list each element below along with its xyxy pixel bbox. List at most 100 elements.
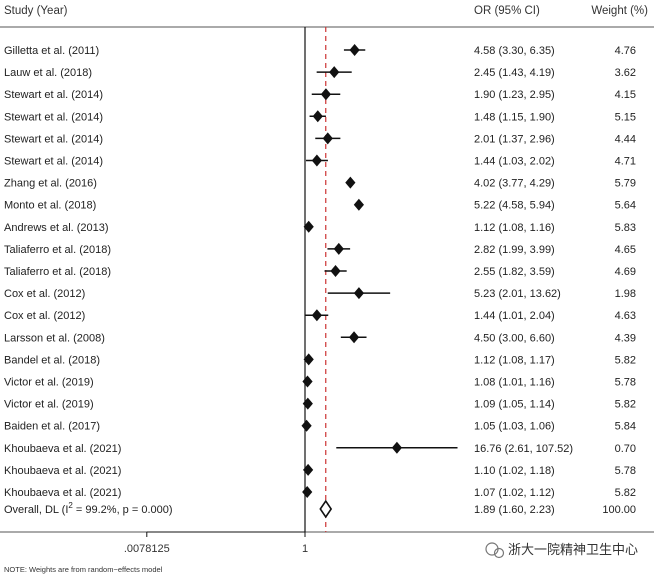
- study-row: Baiden et al. (2017) 1.05 (1.03, 1.06) 5.8…: [4, 419, 636, 433]
- point-estimate-marker: [353, 198, 364, 211]
- or-ci-value: 2.45 (1.43, 4.19): [474, 67, 555, 79]
- study-row: Stewart et al. (2014) 2.01 (1.37, 2.96) 4.…: [4, 132, 636, 145]
- wechat-icon-bubble: [493, 547, 505, 559]
- study-label: Monto et al. (2018): [4, 200, 96, 212]
- weight-value: 4.69: [615, 266, 636, 278]
- study-row: Khoubaeva et al. (2021) 1.07 (1.02, 1.12)…: [4, 486, 636, 499]
- weight-value: 5.82: [615, 487, 636, 499]
- study-label: Stewart et al. (2014): [4, 89, 103, 101]
- point-estimate-marker: [303, 353, 314, 366]
- study-row: Victor et al. (2019) 1.08 (1.01, 1.16) 5.7…: [4, 375, 636, 389]
- or-ci-value: 4.02 (3.77, 4.29): [474, 178, 555, 190]
- or-ci-value: 4.50 (3.00, 6.60): [474, 332, 555, 344]
- point-estimate-marker: [302, 486, 313, 498]
- study-label: Stewart et al. (2014): [4, 111, 103, 123]
- point-estimate-marker: [320, 88, 332, 101]
- or-ci-value: 16.76 (2.61, 107.52): [474, 443, 573, 455]
- or-ci-value: 2.82 (1.99, 3.99): [474, 244, 555, 256]
- point-estimate-marker: [349, 44, 360, 56]
- study-row: Victor et al. (2019) 1.09 (1.05, 1.14) 5.8…: [4, 397, 636, 411]
- weight-value: 4.39: [615, 332, 636, 344]
- weight-value: 4.65: [615, 244, 636, 256]
- weight-value: 5.82: [615, 354, 636, 366]
- weight-value: 4.76: [615, 45, 636, 57]
- overall-weight: 100.00: [602, 504, 636, 516]
- x-tick-label: 1: [302, 543, 308, 555]
- or-ci-value: 5.23 (2.01, 13.62): [474, 288, 561, 300]
- point-estimate-marker: [329, 66, 340, 79]
- point-estimate-marker: [302, 375, 313, 388]
- weight-value: 4.44: [615, 133, 636, 145]
- header-or-ci: OR (95% CI): [474, 5, 540, 17]
- study-row: Taliaferro et al. (2018) 2.82 (1.99, 3.99…: [4, 242, 636, 256]
- weight-value: 4.15: [615, 89, 636, 101]
- weight-value: 0.70: [615, 443, 636, 455]
- point-estimate-marker: [345, 176, 356, 189]
- weight-value: 5.15: [615, 111, 636, 123]
- weight-value: 3.62: [615, 67, 636, 79]
- x-tick-label: .0078125: [124, 543, 170, 555]
- study-label: Zhang et al. (2016): [4, 178, 97, 190]
- study-label: Stewart et al. (2014): [4, 133, 103, 145]
- or-ci-value: 1.44 (1.03, 2.02): [474, 156, 555, 168]
- or-ci-value: 4.58 (3.30, 6.35): [474, 45, 555, 57]
- study-row: Zhang et al. (2016) 4.02 (3.77, 4.29) 5.79: [4, 176, 636, 190]
- header-weight: Weight (%): [591, 5, 648, 17]
- point-estimate-marker: [322, 132, 333, 145]
- header-study: Study (Year): [4, 5, 68, 17]
- study-label: Taliaferro et al. (2018): [4, 266, 111, 278]
- study-row: Cox et al. (2012) 1.44 (1.01, 2.04) 4.63: [4, 309, 636, 322]
- or-ci-value: 1.08 (1.01, 1.16): [474, 377, 555, 389]
- study-label: Khoubaeva et al. (2021): [4, 443, 121, 455]
- point-estimate-marker: [330, 265, 341, 277]
- or-ci-value: 1.07 (1.02, 1.12): [474, 487, 555, 499]
- study-rows: Gilletta et al. (2011) 4.58 (3.30, 6.35) 4…: [4, 44, 636, 499]
- study-label: Larsson et al. (2008): [4, 332, 105, 344]
- weight-value: 5.83: [615, 222, 636, 234]
- weight-value: 4.63: [615, 310, 636, 322]
- or-ci-value: 1.44 (1.01, 2.04): [474, 310, 555, 322]
- weight-value: 5.84: [615, 421, 636, 433]
- weight-value: 1.98: [615, 288, 636, 300]
- weight-value: 5.78: [615, 465, 636, 477]
- model-note: NOTE: Weights are from random−effects mo…: [4, 565, 163, 574]
- study-label: Cox et al. (2012): [4, 310, 85, 322]
- study-row: Larsson et al. (2008) 4.50 (3.00, 6.60) 4.…: [4, 331, 636, 344]
- study-row: Cox et al. (2012) 5.23 (2.01, 13.62) 1.98: [4, 287, 636, 300]
- study-label: Gilletta et al. (2011): [4, 45, 99, 57]
- study-label: Victor et al. (2019): [4, 377, 94, 389]
- point-estimate-marker: [303, 463, 314, 476]
- or-ci-value: 1.12 (1.08, 1.17): [474, 354, 555, 366]
- study-label: Lauw et al. (2018): [4, 67, 92, 79]
- or-ci-value: 1.12 (1.08, 1.16): [474, 222, 555, 234]
- weight-value: 5.79: [615, 178, 636, 190]
- study-row: Lauw et al. (2018) 2.45 (1.43, 4.19) 3.62: [4, 66, 636, 79]
- or-ci-value: 5.22 (4.58, 5.94): [474, 200, 555, 212]
- study-label: Taliaferro et al. (2018): [4, 244, 111, 256]
- point-estimate-marker: [311, 309, 322, 322]
- study-row: Gilletta et al. (2011) 4.58 (3.30, 6.35) 4…: [4, 44, 636, 57]
- point-estimate-marker: [303, 220, 314, 233]
- watermark-text: 浙大一院精神卫生中心: [508, 542, 638, 557]
- point-estimate-marker: [333, 242, 344, 255]
- study-row: Stewart et al. (2014) 1.48 (1.15, 1.90) 5.…: [4, 110, 636, 123]
- study-label: Bandel et al. (2018): [4, 354, 100, 366]
- or-ci-value: 1.48 (1.15, 1.90): [474, 111, 555, 123]
- weight-value: 5.82: [615, 399, 636, 411]
- study-row: Monto et al. (2018) 5.22 (4.58, 5.94) 5.64: [4, 198, 636, 212]
- study-label: Khoubaeva et al. (2021): [4, 465, 121, 477]
- study-label: Stewart et al. (2014): [4, 156, 103, 168]
- study-row: Bandel et al. (2018) 1.12 (1.08, 1.17) 5.8…: [4, 353, 636, 366]
- x-axis-ticks: .0078125 1: [124, 532, 308, 555]
- study-row: Stewart et al. (2014) 1.90 (1.23, 2.95) 4.…: [4, 88, 636, 101]
- point-estimate-marker: [311, 154, 322, 167]
- study-row: Khoubaeva et al. (2021) 16.76 (2.61, 107.…: [4, 441, 636, 455]
- study-row: Andrews et al. (2013) 1.12 (1.08, 1.16) 5.…: [4, 220, 636, 234]
- or-ci-value: 1.90 (1.23, 2.95): [474, 89, 555, 101]
- weight-value: 5.64: [615, 200, 636, 212]
- weight-value: 4.71: [615, 156, 636, 168]
- study-label: Baiden et al. (2017): [4, 421, 100, 433]
- or-ci-value: 2.55 (1.82, 3.59): [474, 266, 555, 278]
- study-label: Victor et al. (2019): [4, 399, 94, 411]
- point-estimate-marker: [348, 331, 360, 344]
